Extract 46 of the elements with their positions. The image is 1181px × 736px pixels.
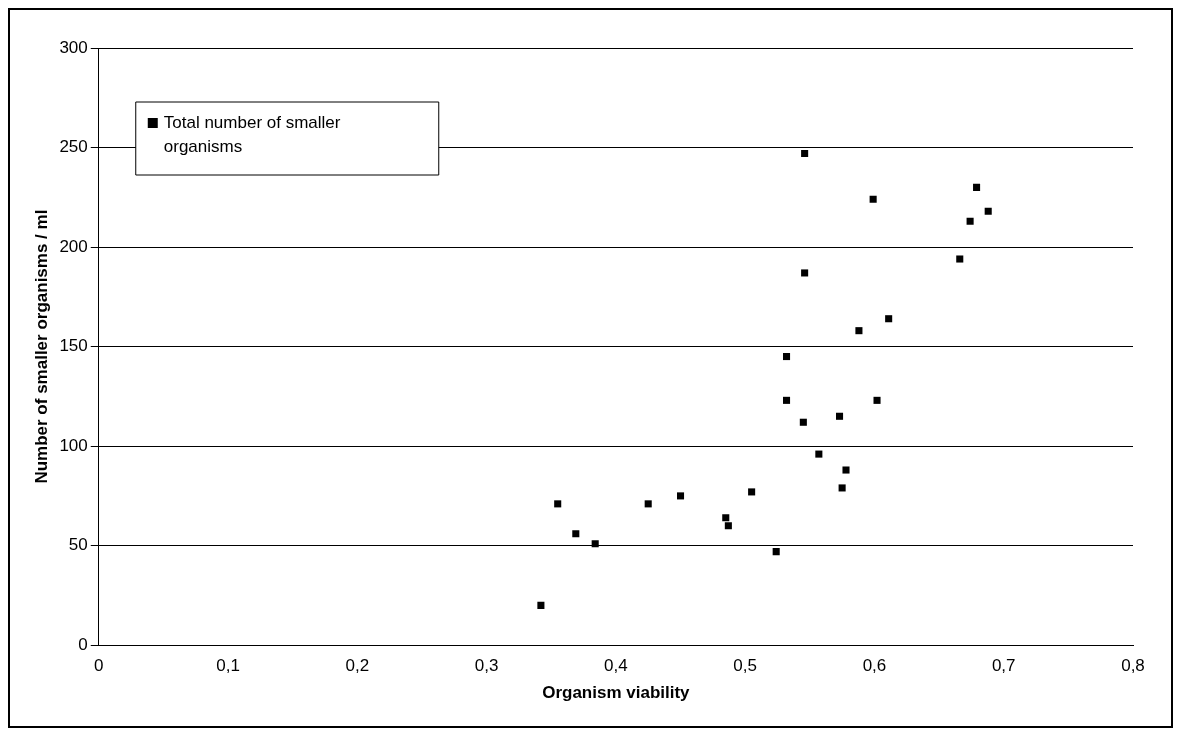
y-tick-label: 250 <box>59 137 88 157</box>
x-tick-label: 0 <box>94 656 104 676</box>
point <box>973 183 981 191</box>
point <box>966 217 974 225</box>
point <box>956 255 964 263</box>
point <box>836 412 844 420</box>
y-axis-title: Number of smaller organisms / ml <box>31 209 51 484</box>
point <box>842 466 850 474</box>
y-tick-label: 300 <box>59 37 88 57</box>
y-tick-label: 150 <box>59 336 88 356</box>
x-tick-label: 0,8 <box>1121 656 1145 676</box>
y-tick-label: 0 <box>78 634 88 654</box>
point <box>984 207 992 215</box>
y-tick-label: 50 <box>68 535 88 555</box>
point <box>885 315 893 323</box>
point <box>722 514 730 522</box>
point <box>572 530 580 538</box>
point <box>554 500 562 508</box>
point <box>591 540 599 548</box>
x-tick-label: 0,5 <box>733 656 757 676</box>
legend-label: Total number of smaller organisms <box>163 112 341 156</box>
point <box>676 492 685 500</box>
point <box>783 353 791 361</box>
x-tick-label: 0,3 <box>474 656 499 676</box>
point <box>799 418 807 426</box>
point <box>855 327 863 335</box>
point <box>801 149 809 158</box>
y-tick-label: 200 <box>59 236 88 256</box>
x-tick-label: 0,7 <box>991 656 1016 676</box>
point <box>869 195 877 203</box>
point <box>873 396 881 404</box>
point <box>783 396 791 404</box>
x-tick-label: 0,6 <box>862 656 887 676</box>
point <box>772 548 780 556</box>
point <box>537 601 545 609</box>
x-tick-label: 0,2 <box>345 656 370 676</box>
point <box>644 500 652 508</box>
x-axis-title: Organism viability <box>542 683 691 703</box>
point <box>748 488 756 496</box>
point <box>838 484 846 492</box>
x-tick-label: 0,4 <box>604 656 628 676</box>
point <box>815 450 823 458</box>
x-tick-label: 0,1 <box>216 656 240 676</box>
point <box>724 522 732 530</box>
y-tick-label: 100 <box>59 435 88 455</box>
point <box>801 269 809 277</box>
